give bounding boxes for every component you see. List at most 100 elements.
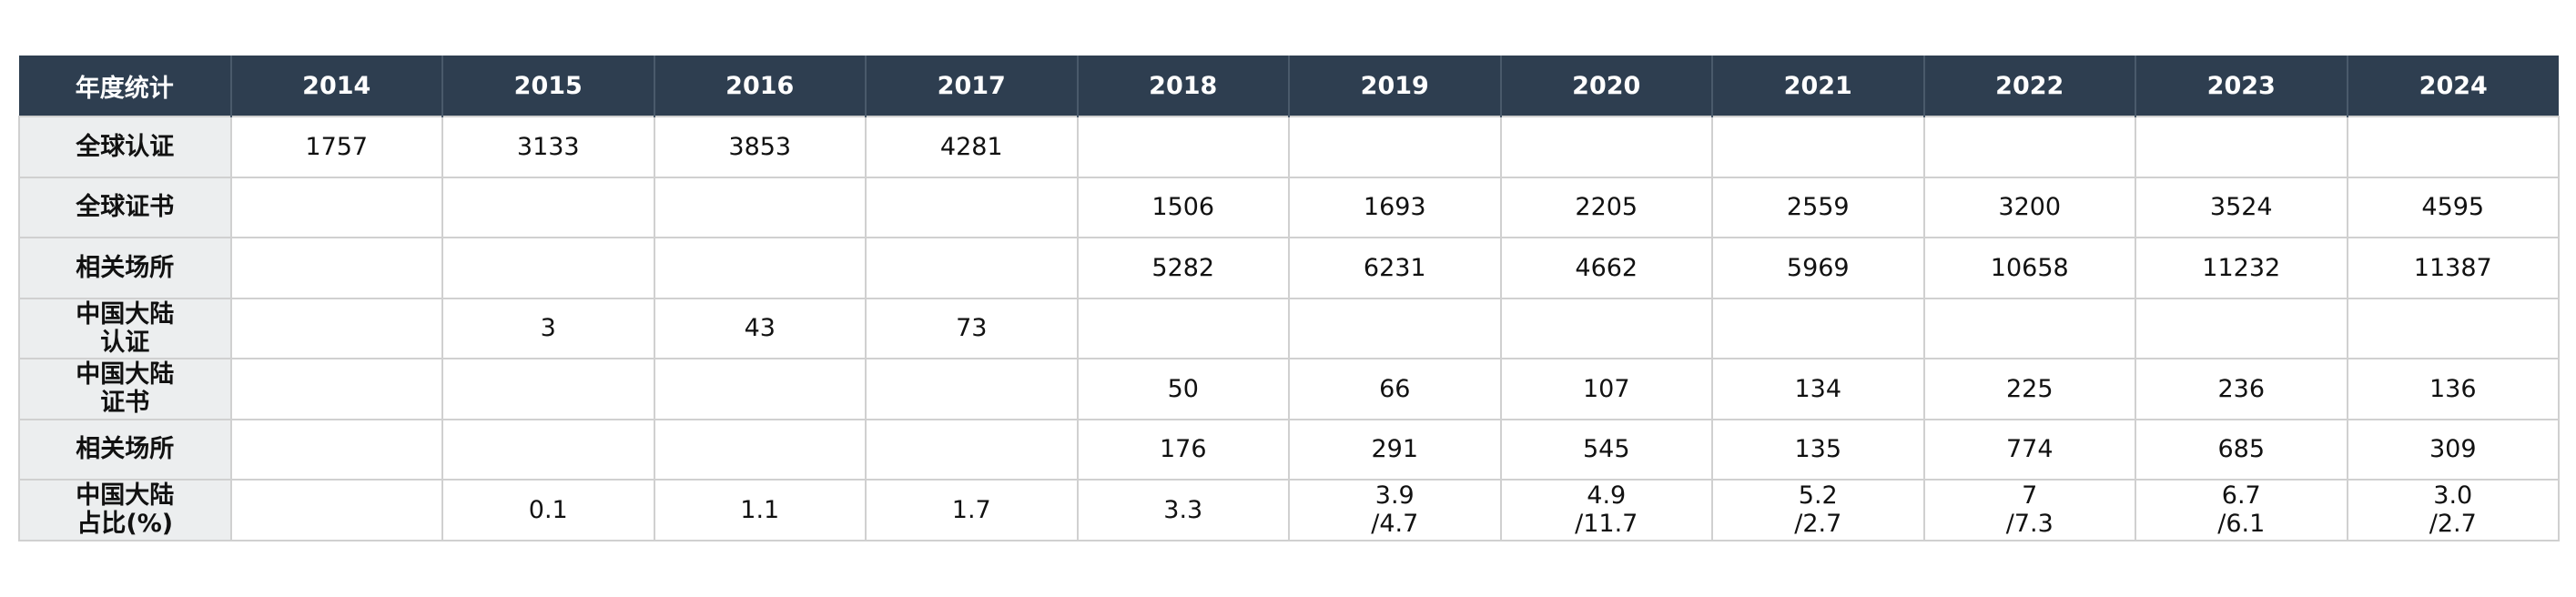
row-label-cell: 全球证书 (18, 176, 232, 238)
data-cell-2019: 66 (1288, 358, 1502, 420)
data-cell-2014 (229, 358, 443, 420)
data-cell-2018: 1506 (1076, 176, 1290, 238)
data-cell-2022 (1922, 297, 2136, 359)
cell-value: 3853 (728, 132, 792, 161)
data-cell-2023: 6.7/6.1 (2135, 479, 2348, 541)
data-cell-2015: 3 (441, 297, 655, 359)
data-cell-2021: 5.2/2.7 (1711, 479, 1925, 541)
row-label-line: 全球证书 (76, 193, 175, 222)
table-body: 全球认证 1757 3133 3853 4281 全球证书 1506 1693 2205 2559… (18, 116, 2560, 541)
cell-value: 774 (2005, 435, 2054, 464)
cell-value: /2.7 (2429, 510, 2477, 539)
cell-value: /2.7 (1794, 510, 1842, 539)
data-cell-2018: 5282 (1076, 237, 1290, 299)
cell-value: 6.7 (2221, 481, 2261, 511)
row-label-cell: 中国大陆 占比(%) (18, 479, 232, 541)
data-cell-2020: 4.9/11.7 (1499, 479, 1713, 541)
cell-value: /4.7 (1371, 510, 1419, 539)
row-label-cell: 相关场所 (18, 418, 232, 481)
data-cell-2018 (1076, 297, 1290, 359)
data-cell-2023: 11232 (2135, 237, 2348, 299)
row-label-cell: 中国大陆 认证 (18, 297, 232, 359)
cell-value: /11.7 (1575, 510, 1638, 539)
cell-value: 2559 (1786, 193, 1850, 222)
year-header-2019: 2019 (1289, 56, 1502, 116)
cell-value: 1693 (1363, 193, 1426, 222)
cell-value: /7.3 (2005, 510, 2054, 539)
data-cell-2016 (653, 176, 867, 238)
data-cell-2019: 291 (1288, 418, 1502, 481)
cell-value: 2205 (1575, 193, 1638, 222)
data-cell-2017 (865, 176, 1079, 238)
year-header-2015: 2015 (442, 56, 655, 116)
data-cell-2017: 1.7 (865, 479, 1079, 541)
data-cell-2016 (653, 418, 867, 481)
cell-value: 236 (2217, 374, 2266, 403)
data-cell-2015 (441, 237, 655, 299)
data-cell-2020: 107 (1499, 358, 1713, 420)
data-cell-2016: 1.1 (653, 479, 867, 541)
cell-value: 3.0 (2433, 481, 2473, 511)
row-label-line: 相关场所 (76, 435, 175, 464)
cell-value: 73 (956, 314, 988, 343)
cell-value: 1757 (305, 132, 369, 161)
table-row: 中国大陆 认证 3 43 73 (18, 297, 2560, 359)
row-label-line: 认证 (100, 328, 150, 357)
row-label-line: 证书 (100, 389, 150, 418)
cell-value: 107 (1582, 374, 1630, 403)
statistics-table-wrapper: 年度统计 2014 2015 2016 2017 2018 2019 2020 2021 202… (18, 56, 2560, 541)
cell-value: 4662 (1575, 253, 1638, 282)
cell-value: 685 (2217, 435, 2266, 464)
data-cell-2024: 3.0/2.7 (2346, 479, 2560, 541)
cell-value: 134 (1794, 374, 1842, 403)
data-cell-2021: 134 (1711, 358, 1925, 420)
data-cell-2016: 3853 (653, 116, 867, 178)
cell-value: 4595 (2421, 193, 2485, 222)
data-cell-2018 (1076, 116, 1290, 178)
table-row: 中国大陆 占比(%) 0.1 1.1 1.7 3.3 3.9/4.7 4.9/11.7 5.2/… (18, 479, 2560, 541)
data-cell-2018: 3.3 (1076, 479, 1290, 541)
row-label-line: 中国大陆 (76, 481, 175, 511)
data-cell-2021 (1711, 116, 1925, 178)
cell-value: 309 (2429, 435, 2477, 464)
cell-value: 10658 (1990, 253, 2069, 282)
table-row: 中国大陆 证书 50 66 107 134 225 236 136 (18, 358, 2560, 420)
cell-value: 4281 (939, 132, 1003, 161)
data-cell-2024: 4595 (2346, 176, 2560, 238)
data-cell-2017: 4281 (865, 116, 1079, 178)
cell-value: 6231 (1363, 253, 1426, 282)
cell-value: 176 (1159, 435, 1207, 464)
data-cell-2019: 3.9/4.7 (1288, 479, 1502, 541)
data-cell-2022: 3200 (1922, 176, 2136, 238)
data-cell-2014 (229, 176, 443, 238)
data-cell-2016 (653, 237, 867, 299)
cell-value: /6.1 (2217, 510, 2266, 539)
year-header-2017: 2017 (866, 56, 1079, 116)
data-cell-2014 (229, 479, 443, 541)
cell-value: 1.7 (951, 495, 991, 524)
data-cell-2023 (2135, 297, 2348, 359)
data-cell-2017 (865, 237, 1079, 299)
cell-value: 3133 (516, 132, 580, 161)
data-cell-2022 (1922, 116, 2136, 178)
data-cell-2023: 3524 (2135, 176, 2348, 238)
data-cell-2017: 73 (865, 297, 1079, 359)
data-cell-2019: 6231 (1288, 237, 1502, 299)
cell-value: 50 (1167, 374, 1199, 403)
year-header-2014: 2014 (230, 56, 443, 116)
row-label-line: 中国大陆 (76, 299, 175, 329)
table-row: 相关场所 176 291 545 135 774 685 309 (18, 418, 2560, 481)
year-header-2018: 2018 (1077, 56, 1290, 116)
cell-value: 3.3 (1163, 495, 1203, 524)
data-cell-2024: 309 (2346, 418, 2560, 481)
cell-value: 5282 (1151, 253, 1215, 282)
year-header-2023: 2023 (2135, 56, 2348, 116)
row-label-line: 相关场所 (76, 253, 175, 282)
cell-value: 545 (1582, 435, 1630, 464)
data-cell-2014 (229, 297, 443, 359)
data-cell-2017 (865, 358, 1079, 420)
cell-value: 1.1 (740, 495, 780, 524)
data-cell-2015: 3133 (441, 116, 655, 178)
data-cell-2021: 2559 (1711, 176, 1925, 238)
data-cell-2017 (865, 418, 1079, 481)
